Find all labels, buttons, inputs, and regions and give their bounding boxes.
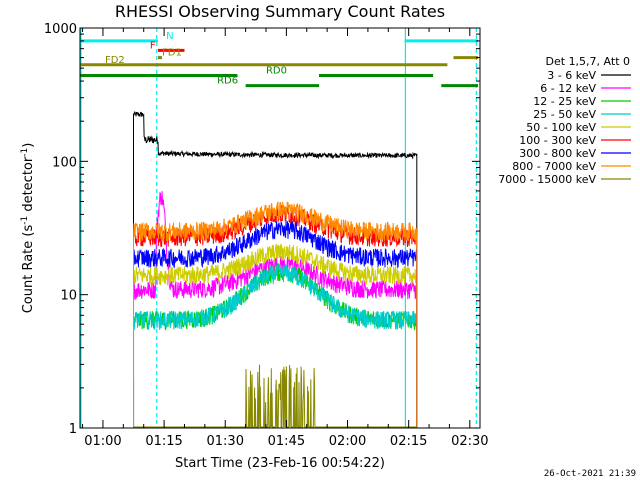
y-axis-label: Count Rate (s-1 detector-1) (20, 143, 36, 314)
series-line-1 (132, 191, 418, 428)
series-line-4 (133, 243, 418, 428)
x-tick-label-1: 01:15 (145, 434, 182, 449)
legend-entry-2: 12 - 25 keV (533, 95, 596, 108)
y-tick-label-1: 10 (60, 289, 77, 304)
x-tick-label-2: 01:30 (207, 434, 244, 449)
series-line-8 (132, 364, 418, 428)
legend-entry-0: 3 - 6 keV (547, 69, 596, 82)
y-tick-label-0: 1 (69, 422, 77, 437)
legend-title: Det 1,5,7, Att 0 (546, 55, 630, 68)
timestamp: 26-Oct-2021 21:39 (544, 469, 636, 479)
x-axis: 01:00 01:15 01:30 01:45 02:00 02:15 02:30 (82, 28, 489, 449)
flag-label-fd2: FD2 (105, 55, 125, 66)
series-line-6 (133, 220, 418, 428)
legend-entry-6: 300 - 800 keV (519, 147, 596, 160)
x-axis-label: Start Time (23-Feb-16 00:54:22) (175, 456, 385, 471)
flag-label-rd0: RD0 (266, 66, 287, 77)
chart-title: RHESSI Observing Summary Count Rates (115, 2, 445, 21)
series-line-7 (132, 201, 418, 428)
flag-label-n: N (166, 31, 173, 42)
y-tick-label-2: 100 (52, 155, 77, 170)
legend-entry-7: 800 - 7000 keV (512, 160, 596, 173)
y-tick-label-3: 1000 (44, 22, 77, 37)
y-axis: 1 10 100 1000 (44, 22, 480, 437)
plot-frame (79, 27, 481, 429)
flag-label-rd6: RD6 (217, 76, 238, 87)
legend-entry-3: 25 - 50 keV (533, 108, 596, 121)
x-tick-label-3: 01:45 (268, 434, 305, 449)
x-tick-label-6: 02:30 (451, 434, 488, 449)
flag-label-f: F (150, 40, 156, 51)
legend-entry-4: 50 - 100 keV (526, 121, 596, 134)
legend-entry-8: 7000 - 15000 keV (498, 173, 596, 186)
plot-area: NF FD1 FD2 RD0 RD6 (80, 28, 478, 428)
x-tick-label-4: 02:00 (329, 434, 366, 449)
series-line-3 (132, 264, 418, 428)
series-line-0 (133, 111, 418, 428)
legend-entry-5: 100 - 300 keV (519, 134, 596, 147)
x-tick-label-0: 01:00 (84, 434, 121, 449)
plot-content (80, 28, 478, 428)
flag-label-fd1: FD1 (162, 48, 182, 59)
x-tick-label-5: 02:15 (390, 434, 427, 449)
legend-entry-1: 6 - 12 keV (540, 82, 596, 95)
